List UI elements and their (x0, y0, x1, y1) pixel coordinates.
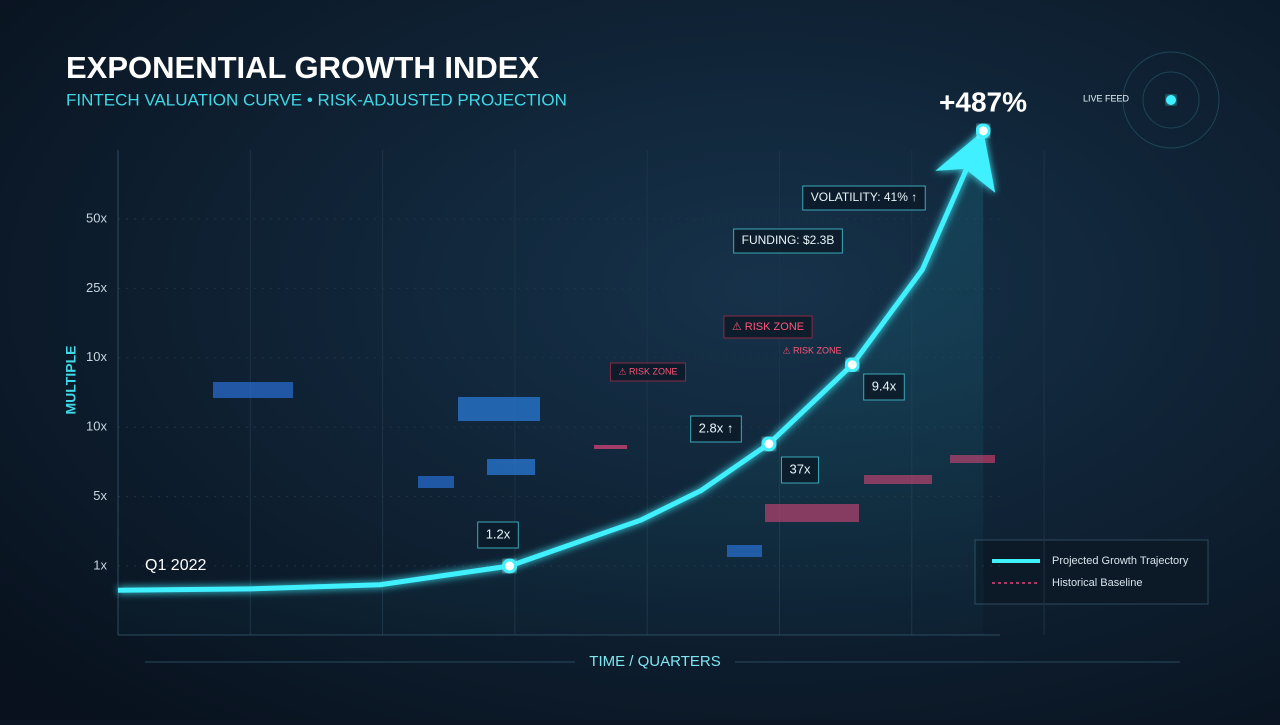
y-tick-label: 1x (93, 557, 107, 572)
annotation: FUNDING: $2.3B (742, 233, 835, 247)
y-tick-label: 5x (93, 488, 107, 503)
annotation-box (781, 456, 819, 484)
line (117, 129, 986, 593)
annotation-box (690, 415, 742, 443)
annotation: ⚠ RISK ZONE (618, 366, 677, 376)
y-tick-label: 50x (86, 210, 107, 225)
decor-block (458, 397, 540, 421)
annotation: LIVE FEED (1083, 93, 1130, 103)
decor-block (418, 476, 454, 488)
y-tick-label: 10x (86, 419, 107, 434)
legend (974, 539, 1209, 605)
annotation-box (802, 185, 926, 211)
annotation: +487% (939, 86, 1027, 117)
annotation: ⚠ RISK ZONE (782, 345, 841, 355)
annotation-box (609, 362, 687, 382)
decor-block (594, 445, 627, 449)
legend-label: Projected Growth Trajectory (1052, 555, 1189, 567)
marker (502, 558, 518, 574)
y-tick-label: 10x (86, 349, 107, 364)
annotation-box (723, 315, 813, 339)
annotation-box (863, 373, 905, 401)
decor-block (213, 382, 293, 398)
marker (761, 436, 777, 452)
radar-ring (1122, 51, 1220, 149)
legend-label: Historical Baseline (1052, 577, 1142, 589)
annotation: ⚠ RISK ZONE (732, 321, 804, 333)
marker (975, 123, 991, 139)
annotation: 9.4x (872, 378, 897, 393)
annotation-box (733, 228, 843, 254)
radar-dot (1166, 95, 1176, 105)
decor-block (487, 459, 535, 475)
subtitle: FINTECH VALUATION CURVE • RISK-ADJUSTED … (66, 90, 567, 109)
start-label: Q1 2022 (145, 557, 206, 574)
annotation: 1.2x (486, 526, 511, 541)
annotation: VOLATILITY: 41% ↑ (811, 190, 918, 204)
y-axis-label: MULTIPLE (63, 346, 79, 415)
title: EXPONENTIAL GROWTH INDEX (66, 50, 539, 85)
x-axis-label: TIME / QUARTERS (589, 653, 720, 670)
area (118, 130, 984, 635)
arrow-head (935, 130, 996, 193)
radar-ring (1142, 71, 1200, 129)
annotation: 37x (790, 461, 811, 476)
marker (844, 357, 860, 373)
annotation: 2.8x ↑ (699, 420, 734, 435)
y-tick-label: 25x (86, 280, 107, 295)
annotation-box (477, 521, 519, 549)
